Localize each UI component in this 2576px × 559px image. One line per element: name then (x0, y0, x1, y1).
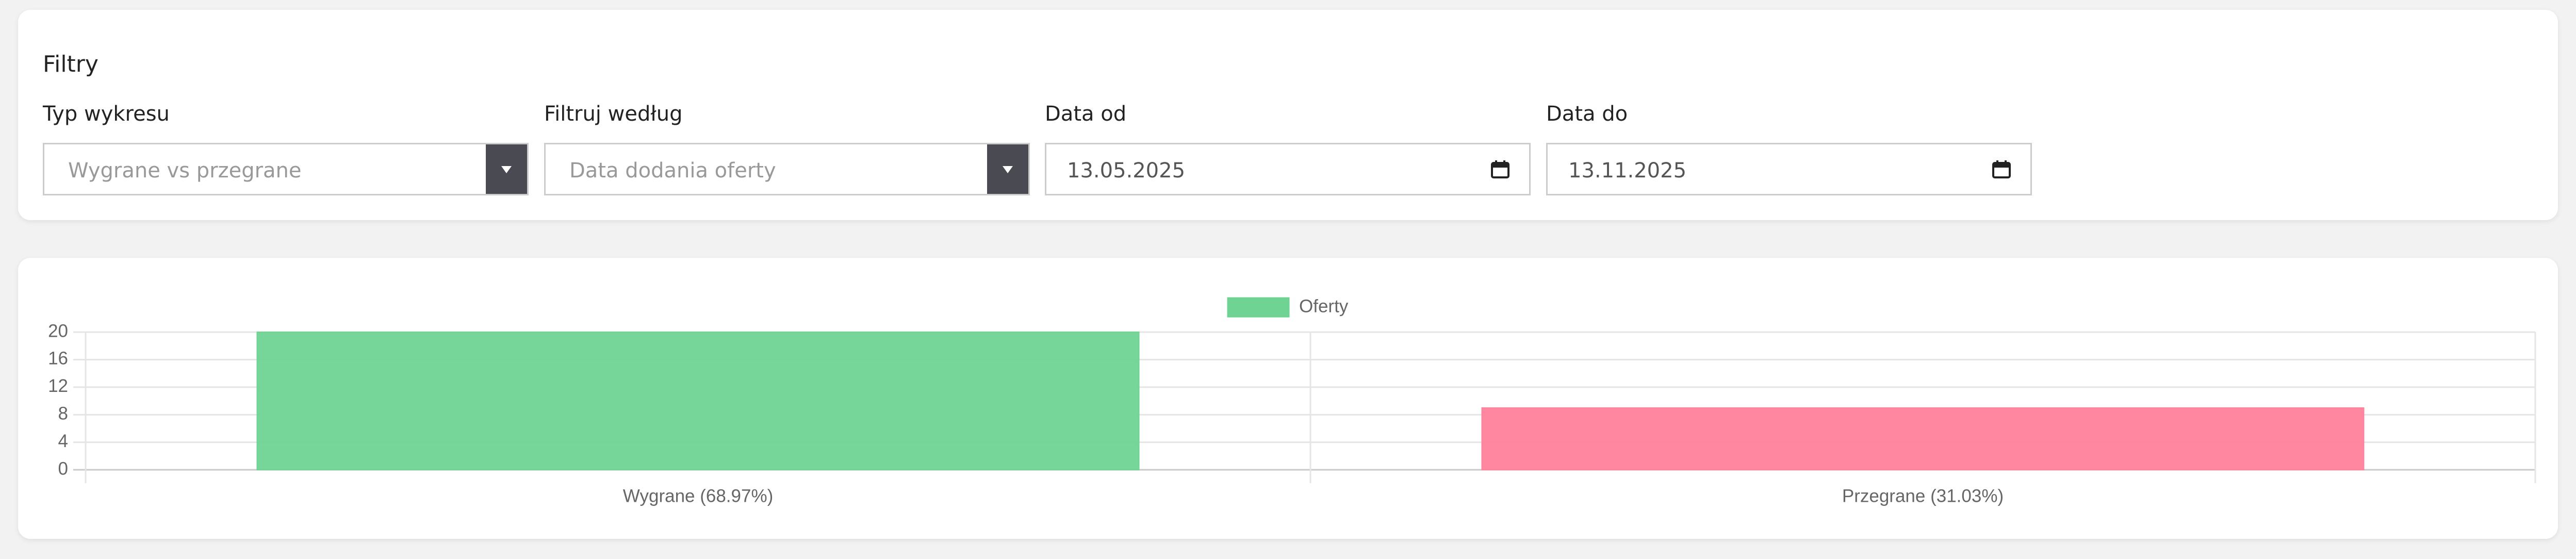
field-label: Typ wykresu (43, 102, 170, 126)
select[interactable]: Wygrane vs przegrane (43, 143, 529, 195)
y-tick-label: 16 (48, 349, 68, 369)
filters-card: Filtry (18, 10, 2558, 220)
bar (1481, 407, 2365, 470)
legend-label: Oferty (1299, 296, 1349, 316)
y-tick-label: 8 (58, 403, 68, 423)
calendar-icon (1992, 160, 2011, 178)
arrow-icon (1003, 166, 1013, 173)
field-value: 13.05.2025 (1067, 159, 1186, 183)
field-label: Filtruj według (544, 102, 683, 126)
y-tick-label: 0 (58, 458, 68, 479)
select[interactable]: Data dodania oferty (544, 143, 1030, 195)
field-label: Data od (1045, 102, 1127, 126)
dropdown-button (486, 144, 527, 194)
x-tick-label: Wygrane (68.97%) (623, 486, 773, 506)
filters-title: Filtry (43, 51, 99, 77)
dropdown-button (987, 144, 1028, 194)
field-value: Wygrane vs przegrane (68, 159, 302, 183)
x-tick-label: Przegrane (31.03%) (1842, 486, 2004, 506)
date-input[interactable]: 13.05.2025 (1045, 143, 1531, 195)
y-tick-label: 12 (48, 376, 68, 396)
y-tick-label: 20 (48, 321, 68, 341)
calendar-icon (1491, 160, 1509, 178)
arrow-icon (501, 166, 512, 173)
field-value: Data dodania oferty (569, 159, 776, 183)
legend-swatch (1227, 297, 1290, 318)
bar (256, 332, 1140, 470)
field-value: 13.11.2025 (1568, 159, 1687, 183)
date-input[interactable]: 13.11.2025 (1546, 143, 2032, 195)
field-label: Data do (1546, 102, 1628, 126)
y-tick-label: 4 (58, 431, 68, 451)
